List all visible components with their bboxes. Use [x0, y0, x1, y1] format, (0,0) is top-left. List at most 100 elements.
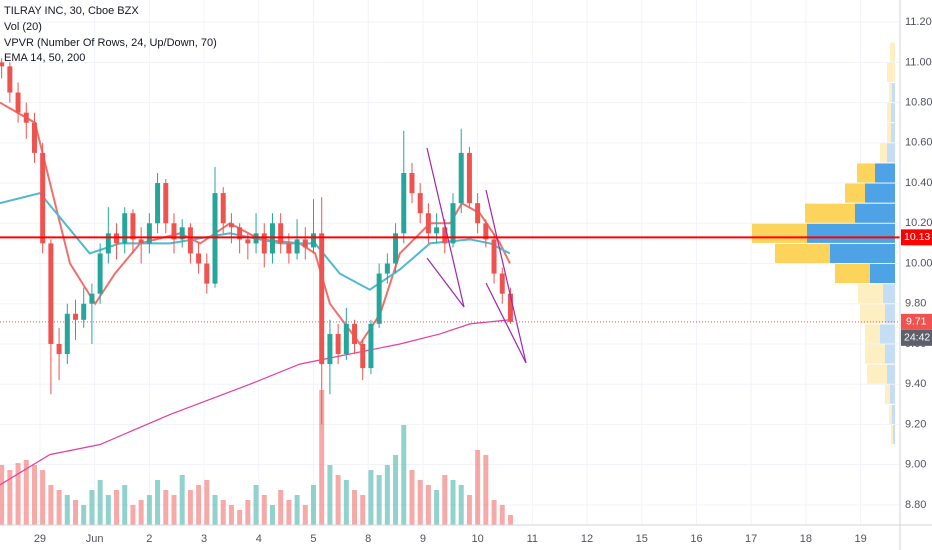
y-tick-label: 10.80 — [905, 96, 932, 108]
profile-up — [885, 344, 895, 364]
candle-body — [442, 227, 448, 244]
volume-bar — [237, 510, 243, 525]
candle-body — [23, 112, 29, 123]
volume-bar — [179, 475, 185, 525]
price-tag — [901, 229, 932, 246]
volume-bar — [384, 465, 390, 525]
profile-down — [885, 384, 890, 404]
profile-down — [865, 324, 880, 344]
profile-up — [893, 424, 895, 445]
volume-bar — [360, 495, 366, 525]
volume-bar — [171, 495, 177, 525]
x-tick-label: 10 — [472, 533, 484, 545]
y-tick-label: 9.80 — [905, 298, 926, 310]
profile-up — [890, 384, 895, 404]
profile-down — [887, 123, 891, 143]
volume-bar — [269, 505, 275, 525]
candle-body — [294, 239, 300, 254]
candle-body — [475, 203, 481, 224]
candle-body — [384, 263, 390, 274]
profile-down — [880, 143, 887, 163]
profile-down — [752, 223, 807, 243]
price-axis — [900, 0, 932, 550]
volume-bar — [23, 460, 29, 525]
candle-body — [401, 172, 407, 234]
x-tick-label: 3 — [201, 533, 207, 545]
x-tick-label: 29 — [34, 533, 46, 545]
candle-body — [130, 213, 136, 240]
candle-body — [491, 239, 497, 274]
x-tick-label: 19 — [854, 533, 866, 545]
profile-up — [880, 324, 895, 344]
wedge-line — [485, 189, 527, 364]
profile-up — [865, 183, 895, 203]
x-tick-label: 16 — [690, 533, 702, 545]
candle-body — [122, 213, 128, 244]
candle-body — [360, 343, 366, 369]
y-tick-label: 9.40 — [905, 378, 926, 390]
price-tag — [901, 313, 932, 330]
profile-up — [885, 304, 895, 324]
profile-down — [857, 163, 875, 183]
profile-up — [892, 82, 895, 103]
volume-bar — [491, 500, 497, 525]
legend-symbol: TILRAY INC, 30, Cboe BZX — [4, 5, 139, 17]
legend-vpvr: VPVR (Number Of Rows, 24, Up/Down, 70) — [4, 37, 217, 49]
candle-body — [48, 243, 54, 344]
volume-bar — [352, 490, 358, 525]
candle-body — [458, 152, 464, 204]
candle-body — [343, 323, 349, 355]
volume-bar — [220, 500, 226, 525]
volume-bar — [31, 465, 37, 525]
volume-bar — [196, 485, 202, 525]
candle-body — [425, 213, 431, 234]
volume-bar — [393, 455, 399, 525]
volume-bar — [138, 500, 144, 525]
ema-line — [0, 319, 510, 486]
wedge-line — [485, 282, 527, 364]
profile-down — [889, 404, 892, 424]
candle-body — [163, 183, 169, 224]
volume-bar — [343, 480, 349, 525]
volume-bar — [187, 490, 193, 525]
volume-bar — [81, 505, 87, 525]
volume-bar — [368, 470, 374, 525]
volume-bar — [483, 455, 489, 525]
volume-bar — [466, 495, 472, 525]
candle-body — [228, 223, 234, 228]
ema-line — [0, 101, 511, 346]
candle-body — [261, 233, 267, 254]
drawings — [426, 147, 527, 364]
profile-up — [891, 123, 895, 143]
legend: TILRAY INC, 30, Cboe BZX Vol (20) VPVR (… — [4, 5, 217, 64]
candle-body — [319, 233, 325, 365]
profile-down — [891, 424, 893, 445]
x-tick-label: Jun — [86, 533, 104, 545]
profile-up — [875, 163, 895, 183]
candle-body — [81, 303, 87, 320]
volume-bar — [286, 500, 292, 525]
volume-bar — [261, 495, 267, 525]
candle-body — [335, 333, 341, 355]
volume-bar — [15, 463, 21, 525]
profile-down — [865, 344, 885, 364]
volume-bar — [212, 495, 218, 525]
volume-bar — [7, 470, 13, 525]
candle-body — [466, 152, 472, 204]
candle-body — [73, 313, 79, 320]
y-tick-label: 11.00 — [905, 56, 932, 68]
profile-up — [887, 364, 895, 384]
x-tick-label: 4 — [256, 533, 262, 545]
volume-bar — [417, 480, 423, 525]
countdown-tag — [901, 329, 932, 346]
candle-body — [269, 223, 275, 254]
profile-up — [807, 223, 895, 243]
volume-bar — [278, 490, 284, 525]
candle-body — [105, 233, 111, 254]
profile-down — [775, 243, 830, 264]
profile-down — [890, 42, 895, 62]
candle-body — [245, 239, 251, 244]
y-tick-label: 8.80 — [905, 499, 926, 511]
y-tick-label: 10.00 — [905, 257, 932, 269]
